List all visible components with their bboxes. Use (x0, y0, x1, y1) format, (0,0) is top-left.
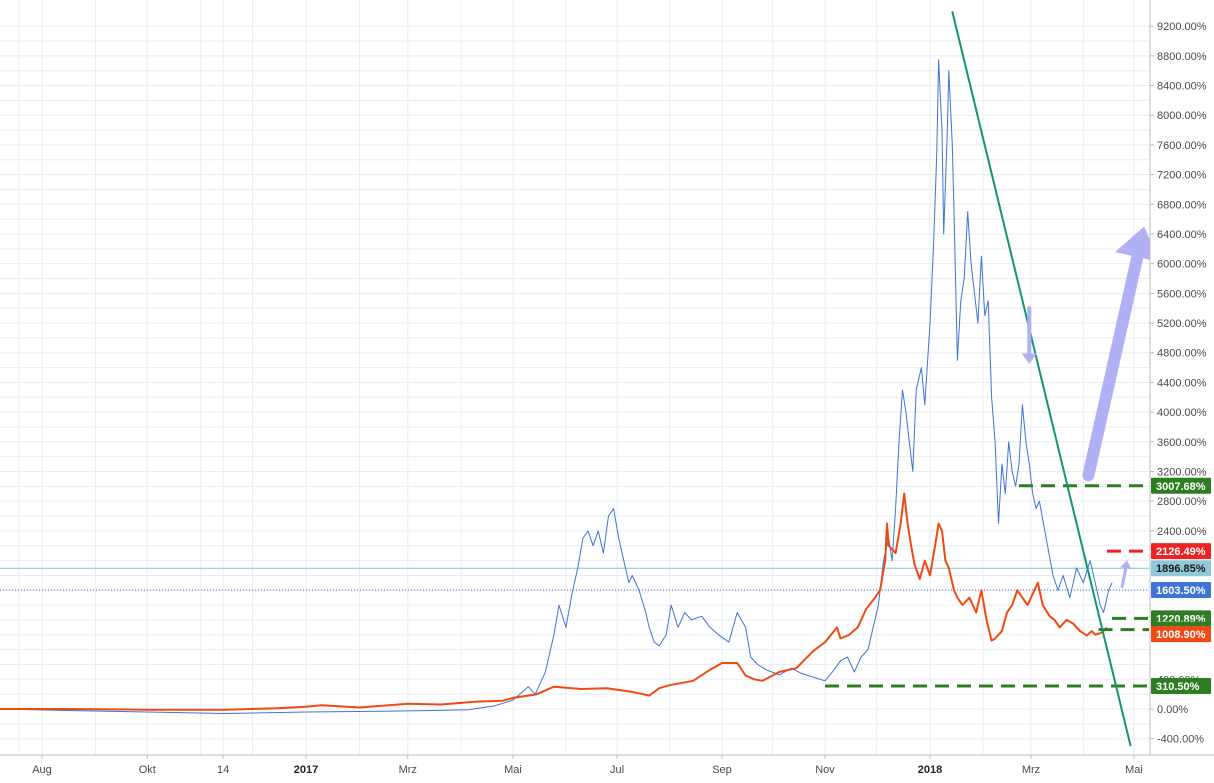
x-tick-label: Jul (610, 764, 624, 776)
y-tick-label: 0.00% (1157, 704, 1188, 716)
arrow-shaft[interactable] (1082, 251, 1144, 482)
price-label-badge (1151, 626, 1211, 643)
series-line-orange (0, 492, 1108, 711)
series-lines (0, 59, 1113, 714)
arrow-head[interactable] (1021, 353, 1037, 364)
time-axis-background (0, 755, 1214, 778)
x-tick-label: 2017 (294, 764, 318, 776)
x-tick-label: 2018 (918, 764, 942, 776)
price-label-text: 1896.85% (1156, 563, 1206, 575)
trendline[interactable] (951, 11, 1132, 747)
drawings (825, 11, 1160, 747)
y-tick-label: 8800.00% (1157, 51, 1207, 63)
arrow-head[interactable] (1115, 226, 1160, 263)
y-tick-label: 4000.00% (1157, 407, 1207, 419)
price-label-badge (1151, 677, 1211, 694)
y-tick-label: 4800.00% (1157, 348, 1207, 360)
price-label-text: 310.50% (1156, 681, 1200, 693)
price-label-text: 3007.68% (1156, 481, 1206, 493)
y-tick-label: 8400.00% (1157, 81, 1207, 93)
y-tick-label: 9200.00% (1157, 21, 1207, 33)
price-label-text: 2126.49% (1156, 546, 1206, 558)
y-tick-label: 4400.00% (1157, 377, 1207, 389)
y-tick-label: 7600.00% (1157, 140, 1207, 152)
x-tick-label: Aug (32, 764, 52, 776)
y-tick-label: 5200.00% (1157, 318, 1207, 330)
arrow-head[interactable] (1120, 560, 1132, 570)
price-label-badge (1151, 560, 1211, 577)
price-label-badge (1151, 477, 1211, 494)
x-tick-label: Mai (1125, 764, 1143, 776)
series-line-blue (0, 59, 1113, 714)
x-tick-label: Mrz (1022, 764, 1040, 776)
y-tick-label: 2800.00% (1157, 496, 1207, 508)
y-tick-label: 2400.00% (1157, 526, 1207, 538)
price-label-text: 1008.90% (1156, 629, 1206, 641)
y-tick-label: 6400.00% (1157, 229, 1207, 241)
x-tick-label: Mrz (399, 764, 417, 776)
x-tick-label: Sep (712, 764, 732, 776)
y-tick-label: 8000.00% (1157, 110, 1207, 122)
price-label-badge (1151, 581, 1211, 598)
y-tick-label: 3200.00% (1157, 466, 1207, 478)
x-tick-label: Mai (504, 764, 522, 776)
y-tick-label: 5600.00% (1157, 288, 1207, 300)
x-tick-label: 14 (217, 764, 229, 776)
x-tick-label: Nov (815, 764, 835, 776)
y-tick-label: -400.00% (1157, 734, 1204, 746)
price-axis-background (1150, 0, 1214, 778)
price-label-badge (1151, 543, 1211, 560)
reference-lines (0, 567, 1149, 591)
grid (0, 0, 1149, 755)
y-tick-label: 7200.00% (1157, 170, 1207, 182)
y-tick-label: 6000.00% (1157, 259, 1207, 271)
x-tick-label: Okt (139, 764, 156, 776)
y-tick-label: 3600.00% (1157, 437, 1207, 449)
price-label-text: 1603.50% (1156, 585, 1206, 597)
y-tick-label: 6800.00% (1157, 199, 1207, 211)
price-labels: 3007.68%2126.49%1896.85%1603.50%1220.89%… (1151, 477, 1211, 694)
arrow-shaft[interactable] (1120, 566, 1128, 589)
